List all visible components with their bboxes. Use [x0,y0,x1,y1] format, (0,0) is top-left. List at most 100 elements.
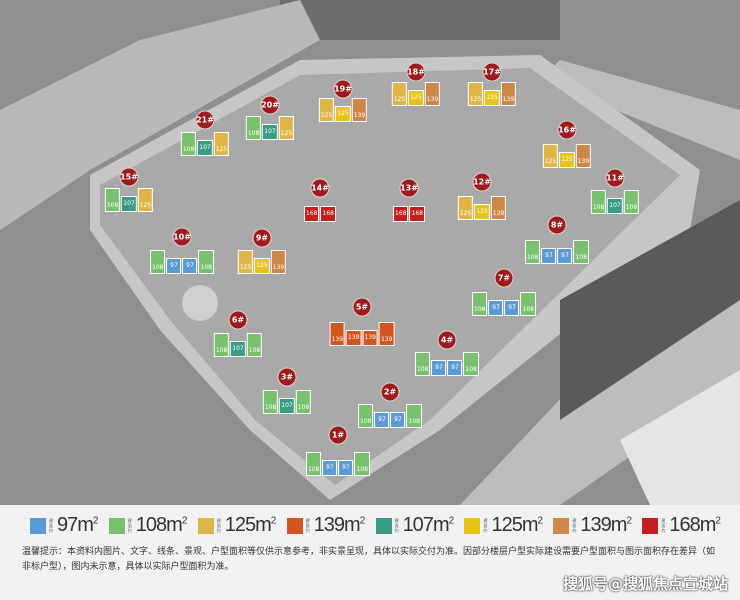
legend-prefix: 建面约 [483,518,488,533]
unit-108: 108 [246,333,263,357]
legend-prefix: 建面约 [661,518,666,533]
building-block: 108 97 97 108 [358,404,422,428]
unit-108: 108 [525,240,541,264]
unit-139: 139 [329,322,346,346]
legend-swatch [642,517,659,534]
unit-area-legend: 建面约 97m2 建面约 108m2 建面约 125m2 建面约 139m2 建面约 107m2 建… [30,514,721,537]
unit-125: 125 [237,250,254,274]
unit-97: 97 [557,248,573,264]
legend-value: 108m2 [135,514,188,536]
unit-108: 108 [472,292,488,316]
unit-125: 125 [467,82,484,106]
unit-108: 108 [262,390,279,414]
unit-139: 139 [378,322,395,346]
unit-139: 139 [575,144,592,168]
unit-107: 107 [121,196,137,212]
unit-108: 108 [150,250,166,274]
building-block: 125 125 139 [318,98,368,122]
unit-108: 108 [213,333,230,357]
unit-97: 97 [182,258,198,274]
building-number-tag: 4# [437,330,457,350]
legend-prefix: 建面约 [127,518,132,533]
legend-value: 168m2 [669,514,721,536]
building-number-tag: 15# [119,167,139,187]
building-number-tag: 13# [399,178,419,198]
unit-125: 125 [278,116,295,140]
legend-swatch [375,517,392,534]
unit-125: 125 [484,90,500,106]
unit-168: 168 [409,206,425,222]
building-block: 108 107 125 [245,116,295,140]
legend-item: 建面约 139m2 [553,514,632,537]
building-block: 108 97 97 108 [472,292,536,316]
building-block: 108 97 97 108 [150,250,214,274]
unit-139: 139 [351,98,368,122]
legend-swatch [286,517,303,534]
unit-125: 125 [335,106,351,122]
unit-108: 108 [104,188,121,212]
unit-107: 107 [197,140,213,156]
unit-125: 125 [474,204,490,220]
building-number-tag: 21# [195,110,215,130]
unit-107: 107 [607,198,623,214]
unit-139: 139 [362,330,378,346]
unit-108: 108 [198,250,214,274]
building-block: 108 107 108 [590,190,640,214]
legend-value: 125m2 [224,514,277,536]
building-block: 125 125 139 [457,196,507,220]
building-block: 168 168 [304,206,336,222]
legend-prefix: 建面约 [305,518,310,533]
building-number-tag: 11# [605,168,625,188]
unit-97: 97 [374,412,390,428]
building-number-tag: 18# [406,62,426,82]
unit-97: 97 [488,300,504,316]
unit-125: 125 [457,196,474,220]
unit-108: 108 [623,190,640,214]
unit-125: 125 [137,188,154,212]
unit-108: 108 [573,240,589,264]
legend-prefix: 建面约 [394,518,399,533]
legend-item: 建面约 139m2 [286,514,365,537]
building-block: 108 107 108 [262,390,312,414]
unit-107: 107 [279,398,295,414]
unit-108: 108 [295,390,312,414]
building-number-tag: 2# [380,382,400,402]
unit-125: 125 [542,144,559,168]
building-number-tag: 3# [277,367,297,387]
watermark: 搜狐号@搜狐焦点宣城站 [562,575,728,593]
building-block: 125 125 139 [391,82,441,106]
legend-swatch [108,517,125,534]
legend-item: 建面约 125m2 [197,514,277,537]
unit-107: 107 [230,341,246,357]
legend-item: 建面约 125m2 [464,514,543,537]
legend-item: 建面约 97m2 [30,514,98,537]
unit-97: 97 [338,460,354,476]
building-number-tag: 16# [557,120,577,140]
building-block: 108 107 108 [213,333,263,357]
unit-168: 168 [320,206,336,222]
building-block: 108 107 125 [104,188,154,212]
legend-value: 125m2 [491,514,543,536]
legend-value: 107m2 [402,514,455,536]
disclaimer-note: 温馨提示：本资料内图片、文字、线条、景观、户型面积等仅供示意参考，非实景呈现，具… [22,547,716,572]
building-number-tag: 7# [494,268,514,288]
unit-97: 97 [166,258,182,274]
unit-168: 168 [304,206,320,222]
site-plan-map: 1# 108 97 97 108 2# 108 97 97 108 3# 108 107 108 4# 108… [0,0,740,505]
unit-125: 125 [318,98,335,122]
unit-108: 108 [354,452,370,476]
unit-108: 108 [520,292,536,316]
unit-139: 139 [490,196,507,220]
legend-value: 139m2 [580,514,632,536]
legend-swatch [553,517,570,534]
building-block: 108 97 97 108 [525,240,589,264]
unit-108: 108 [415,352,431,376]
legend-prefix: 建面约 [572,518,577,533]
building-number-tag: 6# [228,310,248,330]
legend-item: 建面约 107m2 [375,514,455,537]
building-number-tag: 1# [328,425,348,445]
unit-97: 97 [390,412,406,428]
site-plan-background [0,0,740,505]
building-block: 125 125 139 [237,250,287,274]
unit-108: 108 [590,190,607,214]
